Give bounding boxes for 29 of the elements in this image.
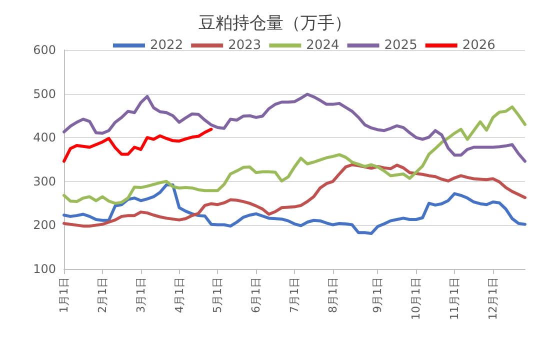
x-tick-label: 1月1日 bbox=[58, 277, 70, 313]
legend-label: 2026 bbox=[462, 38, 496, 53]
line-series bbox=[62, 183, 526, 236]
legend-label: 2022 bbox=[150, 38, 184, 53]
y-tick-label: 100 bbox=[33, 262, 56, 276]
x-tick-label: 2月1日 bbox=[96, 277, 109, 313]
legend-label: 2025 bbox=[384, 38, 418, 53]
line-series bbox=[62, 128, 213, 163]
line-series bbox=[62, 92, 526, 163]
legend-label: 2024 bbox=[306, 38, 340, 53]
x-tick-label: 10月1日 bbox=[410, 277, 423, 320]
x-tick-label: 6月1日 bbox=[250, 277, 263, 313]
chart-title: 豆粕持仓量（万手） bbox=[198, 14, 352, 34]
y-tick-label: 300 bbox=[33, 174, 56, 188]
x-tick-label: 3月1日 bbox=[134, 277, 148, 313]
x-tick-label: 12月1日 bbox=[486, 277, 500, 320]
y-tick-label: 500 bbox=[33, 86, 56, 101]
line-series bbox=[62, 163, 526, 228]
y-tick-label: 400 bbox=[33, 130, 56, 145]
x-tick-label: 9月1日 bbox=[371, 277, 384, 313]
x-tick-label: 7月1日 bbox=[288, 277, 301, 313]
line-series bbox=[62, 105, 526, 205]
y-tick-label: 600 bbox=[33, 43, 56, 57]
x-tick-label: 11月1日 bbox=[448, 277, 462, 320]
x-tick-label: 8月1日 bbox=[326, 277, 340, 313]
legend-label: 2023 bbox=[228, 38, 262, 53]
x-tick-label: 5月1日 bbox=[211, 277, 224, 313]
x-tick-label: 4月1日 bbox=[172, 277, 186, 313]
y-tick-label: 200 bbox=[33, 218, 56, 232]
